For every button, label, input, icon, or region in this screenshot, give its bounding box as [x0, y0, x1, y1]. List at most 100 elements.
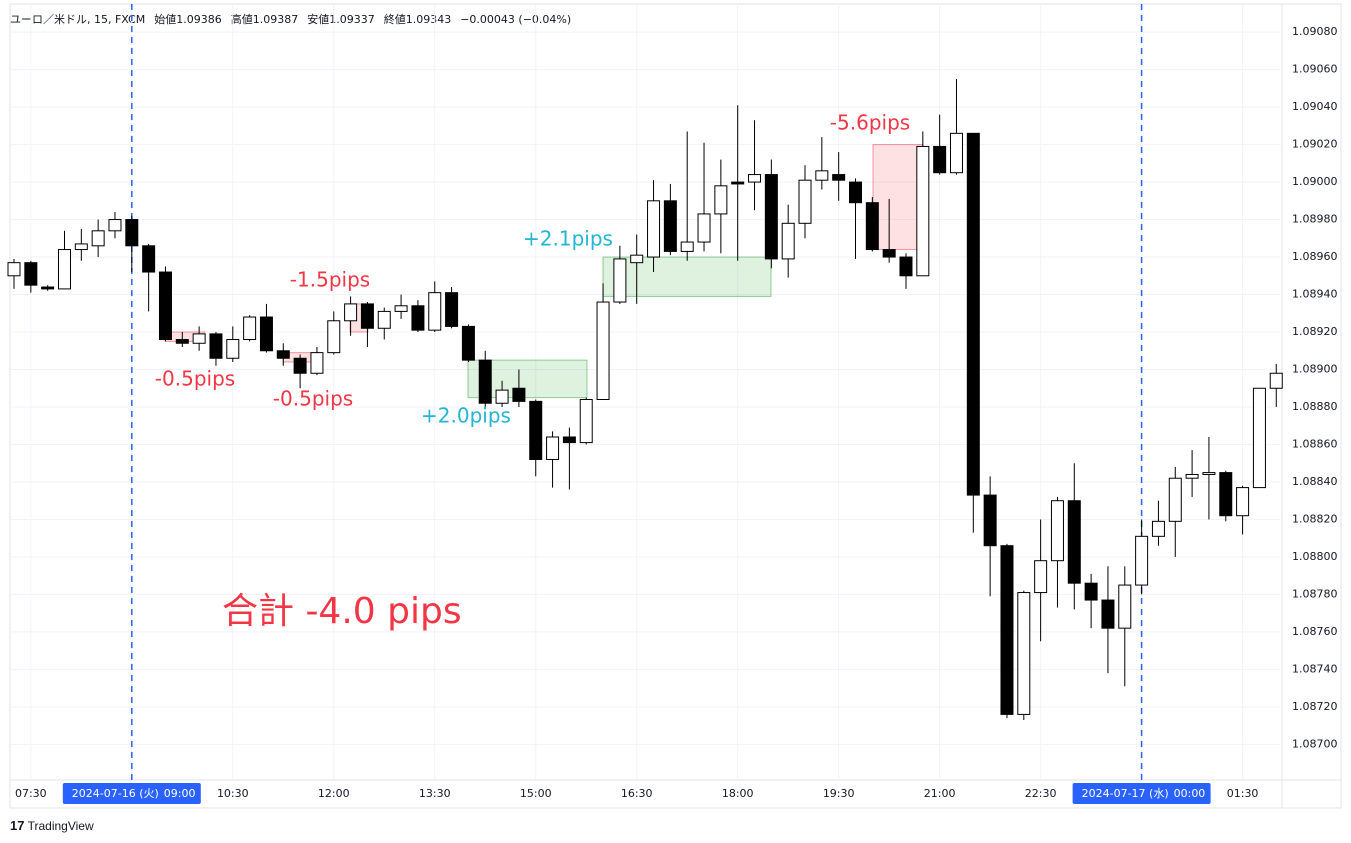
y-tick-label: 1.08800	[1292, 550, 1338, 563]
candle-body	[1034, 560, 1048, 594]
candle-body	[327, 320, 341, 354]
y-tick-label: 1.08820	[1292, 512, 1338, 525]
candle-body	[1017, 592, 1031, 715]
candle-body	[714, 185, 728, 215]
y-tick-label: 1.08940	[1292, 288, 1338, 301]
candle-body	[1084, 582, 1098, 601]
candle-body	[226, 339, 240, 359]
trade-box	[602, 256, 772, 297]
y-tick-label: 1.09040	[1292, 100, 1338, 113]
candle-body	[1118, 584, 1132, 629]
candle-body	[697, 213, 711, 243]
candle-body	[1050, 500, 1064, 562]
x-tick-label: 12:00	[318, 787, 350, 800]
candle-body	[276, 350, 290, 359]
x-tick-label: 00:00	[1174, 787, 1206, 800]
header-item: −0.00043 (−0.04%)	[460, 13, 572, 26]
candle-body	[1101, 599, 1115, 629]
y-tick-label: 1.08740	[1292, 662, 1338, 675]
y-tick-label: 1.08700	[1292, 737, 1338, 750]
candle-body	[832, 174, 846, 181]
x-tick-label: 19:30	[823, 787, 855, 800]
x-tick-label: 15:00	[520, 787, 552, 800]
candle-body	[983, 494, 997, 547]
candle-body	[175, 339, 189, 344]
candle-body	[949, 132, 963, 174]
candle-body	[91, 230, 105, 247]
y-tick-label: 1.08860	[1292, 437, 1338, 450]
candle-body	[478, 359, 492, 404]
y-tick-label: 1.08720	[1292, 700, 1338, 713]
candle-body	[1067, 500, 1081, 584]
x-tick-label: 13:30	[419, 787, 451, 800]
candle-body	[815, 170, 829, 181]
y-tick-label: 1.08880	[1292, 400, 1338, 413]
candle-body	[158, 271, 172, 341]
candle-body	[1151, 520, 1165, 537]
trade-label: +2.1pips	[523, 227, 613, 251]
x-tick-label: 01:30	[1227, 787, 1259, 800]
candle-body	[495, 389, 509, 404]
candle-body	[764, 174, 778, 260]
header-item: 高値1.09387	[230, 13, 299, 26]
candle-body	[596, 301, 610, 400]
candle-body	[41, 286, 55, 290]
y-tick-label: 1.08960	[1292, 250, 1338, 263]
candle-body	[377, 310, 391, 329]
session-date: 2024-07-17 (水)	[1082, 787, 1169, 800]
candle-body	[259, 316, 273, 352]
candle-body	[663, 200, 677, 252]
candle-body	[142, 245, 156, 273]
candle-body	[899, 256, 913, 277]
candle-body	[310, 352, 324, 374]
grid	[10, 4, 1282, 780]
header-item: ユーロ／米ドル, 15, FXCM	[10, 13, 146, 26]
candle-body	[512, 387, 526, 402]
candle-body	[7, 262, 21, 277]
y-tick-label: 1.09000	[1292, 175, 1338, 188]
candle-body	[1202, 472, 1216, 475]
y-tick-label: 1.08760	[1292, 625, 1338, 638]
candle-body	[630, 254, 644, 264]
header-item: 始値1.09386	[154, 13, 222, 26]
candle-body	[731, 181, 745, 185]
trade-label: -1.5pips	[290, 268, 370, 292]
session-date: 2024-07-16 (火)	[72, 787, 159, 800]
candle-body	[781, 222, 795, 260]
candle-body	[849, 181, 862, 204]
y-tick-label: 1.08900	[1292, 363, 1338, 376]
candle-body	[529, 400, 543, 460]
x-tick-label: 21:00	[924, 787, 956, 800]
candle-body	[209, 333, 223, 359]
trade-label: -5.6pips	[830, 111, 910, 135]
candle-body	[1135, 535, 1149, 586]
candle-body	[360, 303, 374, 329]
candle-body	[445, 292, 459, 327]
candle-body	[1269, 372, 1283, 389]
trade-label: -0.5pips	[273, 387, 353, 411]
candle-body	[798, 179, 812, 224]
candle-body	[865, 202, 879, 251]
brand: TradingView	[27, 819, 94, 833]
footer: 17 TradingView	[10, 818, 94, 833]
candle-body	[546, 436, 560, 460]
candle-body	[680, 241, 694, 252]
session-badge	[62, 783, 201, 804]
candle-body	[579, 398, 593, 444]
candle-body	[24, 262, 38, 286]
y-tick-label: 1.08920	[1292, 325, 1338, 338]
candle-body	[428, 292, 442, 331]
candle-body	[748, 174, 762, 183]
x-tick-label: 22:30	[1025, 787, 1057, 800]
total-label: 合計 -4.0 pips	[222, 591, 462, 632]
candle-body	[394, 305, 408, 312]
candle-body	[108, 219, 122, 232]
x-tick-label: 10:30	[217, 787, 249, 800]
candle-body	[966, 132, 980, 496]
trade-label: +2.0pips	[421, 404, 511, 428]
candle-body	[74, 243, 88, 251]
logo: 17	[10, 818, 25, 833]
candle-body	[411, 305, 425, 331]
frame	[9, 3, 1342, 809]
